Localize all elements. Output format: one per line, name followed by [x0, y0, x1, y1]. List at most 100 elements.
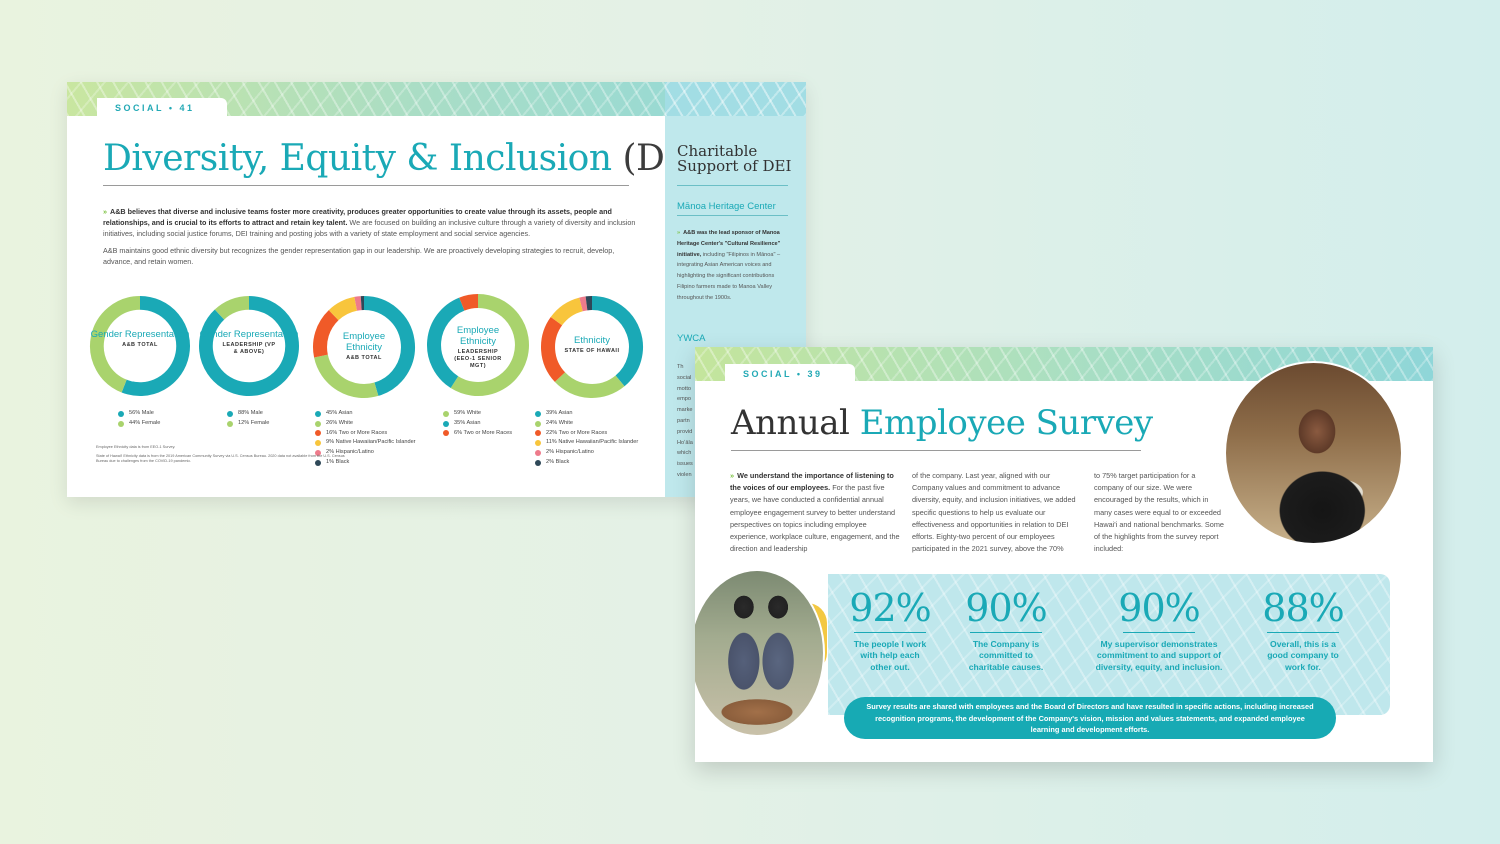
donut-slice — [450, 294, 529, 396]
donut-slice — [214, 296, 250, 320]
sidebar-text-fragment: Hoʻāla — [677, 439, 693, 446]
legend-gender-leadership: 88% Male 12% Female — [227, 409, 269, 429]
legend-label: 6% Two or More Races — [454, 429, 513, 436]
legend-ethnicity-hawaii: 39% Asian 24% White 22% Two or More Races 1… — [535, 409, 638, 468]
stat-item: 92% The people I work with help each oth… — [840, 588, 940, 673]
legend-label: 2% Hispanic/Latino — [326, 449, 374, 456]
legend-item: 16% Two or More Races — [315, 429, 416, 439]
arrow-icon: » — [103, 207, 107, 216]
donut-chart-gender-total: Gender Representation A&B TOTAL — [89, 295, 191, 397]
donut-title: Employee Ethnicity — [456, 325, 500, 347]
sidebar-divider — [677, 215, 788, 216]
legend-ethnicity-total: 45% Asian 26% White 16% Two or More Races 9… — [315, 409, 416, 468]
section-label: SOCIAL • 39 — [725, 364, 855, 384]
page-title: Diversity, Equity & Inclusion (DEI) — [103, 138, 718, 179]
stat-divider — [970, 632, 1042, 633]
donut-subtitle: LEADERSHIP (VP & ABOVE) — [222, 342, 276, 355]
donut-slice — [314, 354, 379, 398]
legend-label: 24% White — [546, 419, 574, 426]
employee-photo — [1224, 361, 1403, 545]
donut-slice — [121, 296, 190, 396]
stat-label: The Company is committed to charitable c… — [968, 639, 1044, 672]
donut-slice — [427, 297, 465, 389]
survey-results-note: Survey results are shared with employees… — [844, 697, 1336, 739]
sidebar-text-fragment: motto — [677, 385, 691, 392]
donut-slice — [363, 296, 415, 396]
donut-title: Gender Representation — [199, 329, 299, 340]
legend-dot-icon — [315, 420, 321, 427]
legend-item: 2% Hispanic/Latino — [315, 448, 416, 458]
legend-dot-icon — [118, 410, 124, 417]
donut-slice — [313, 310, 339, 358]
donut-title: Gender Representation — [90, 329, 190, 340]
stat-divider — [1123, 632, 1195, 633]
page-title: Annual Employee Survey — [731, 403, 1153, 443]
legend-label: 16% Two or More Races — [326, 429, 388, 436]
legend-dot-icon — [443, 430, 449, 437]
stat-item: 90% My supervisor demonstrates commitmen… — [1084, 588, 1234, 673]
sidebar-text-fragment: empo — [677, 396, 691, 403]
legend-item: 56% Male — [118, 409, 160, 419]
legend-label: 26% White — [326, 419, 354, 426]
legend-dot-icon — [118, 420, 124, 427]
legend-dot-icon — [535, 450, 541, 457]
title-divider — [731, 450, 1141, 451]
legend-item: 2% Hispanic/Latino — [535, 448, 638, 458]
legend-dot-icon — [535, 430, 541, 437]
donut-slice — [591, 296, 643, 387]
stat-label: My supervisor demonstrates commitment to… — [1095, 639, 1223, 672]
donut-slice — [328, 296, 358, 321]
sidebar-divider — [677, 185, 788, 186]
donut-chart-ethnicity-total: Employee Ethnicity A&B TOTAL — [312, 295, 416, 399]
donut-subtitle: A&B TOTAL — [122, 342, 158, 348]
donut-chart-gender-leadership: Gender Representation LEADERSHIP (VP & A… — [198, 295, 300, 397]
legend-label: 44% Female — [129, 419, 161, 426]
legend-dot-icon — [443, 420, 449, 427]
legend-dot-icon — [315, 459, 321, 466]
sidebar-text-fragment: violen — [677, 471, 692, 478]
sidebar-text-fragment: issues — [677, 461, 693, 468]
sidebar-body-ywca: Th social motto empo marke partn provid Hoʻāla w… — [677, 362, 693, 481]
sidebar-text-fragment: Th — [677, 364, 684, 370]
legend-label: 35% Asian — [454, 419, 481, 426]
sidebar-text-fragment: marke — [677, 407, 693, 414]
sidebar-heading-ywca: YWCA — [677, 333, 706, 344]
title-divider — [103, 185, 629, 186]
legend-item: 1% Black — [315, 458, 416, 468]
donut-slice — [354, 296, 362, 311]
donut-chart-ethnicity-leadership: Employee Ethnicity LEADERSHIP (EEO-1 SEN… — [426, 293, 530, 397]
legend-item: 39% Asian — [535, 409, 638, 419]
body-column-1: » We understand the importance of listeni… — [730, 471, 900, 554]
legend-item: 9% Native Hawaiian/Pacific Islander — [315, 438, 416, 448]
intro-text: » A&B believes that diverse and inclusive… — [103, 207, 636, 266]
donut-slice — [199, 296, 299, 396]
legend-item: 24% White — [535, 419, 638, 429]
legend-item: 12% Female — [227, 419, 269, 429]
legend-label: 59% White — [454, 410, 482, 416]
legend-dot-icon — [535, 459, 541, 466]
legend-dot-icon — [443, 410, 449, 417]
sidebar-heading-manoa: Mānoa Heritage Center — [677, 201, 776, 212]
stat-value: 90% — [1118, 586, 1200, 630]
donut-title: Employee Ethnicity — [342, 331, 386, 353]
legend-label: 2% Hispanic/Latino — [546, 449, 594, 456]
legend-label: 11% Native Hawaiian/Pacific Islander — [546, 439, 639, 446]
sidebar-text-fragment: provid — [677, 428, 693, 435]
sidebar-text-fragment: partn — [677, 417, 690, 424]
donut-subtitle: STATE OF HAWAII — [564, 348, 620, 354]
stat-value: 88% — [1262, 586, 1344, 630]
legend-item: 26% White — [315, 419, 416, 429]
volunteers-photo — [695, 569, 825, 737]
legend-label: 45% Asian — [326, 410, 353, 416]
donut-slice — [554, 372, 625, 398]
stat-label: Overall, this is a good company to work … — [1267, 639, 1339, 672]
stat-divider — [1267, 632, 1339, 633]
survey-stats-panel: 92% The people I work with help each oth… — [828, 574, 1390, 715]
donut-slice — [90, 296, 141, 393]
stat-item: 88% Overall, this is a good company to w… — [1253, 588, 1353, 673]
donut-subtitle: A&B TOTAL — [346, 355, 382, 361]
stat-value: 92% — [849, 586, 931, 630]
legend-dot-icon — [315, 450, 321, 457]
survey-page: SOCIAL • 39 Annual Employee Survey » We u… — [695, 347, 1433, 762]
sidebar-body-manoa: » A&B was the lead sponsor of Manoa Herit… — [677, 230, 781, 301]
